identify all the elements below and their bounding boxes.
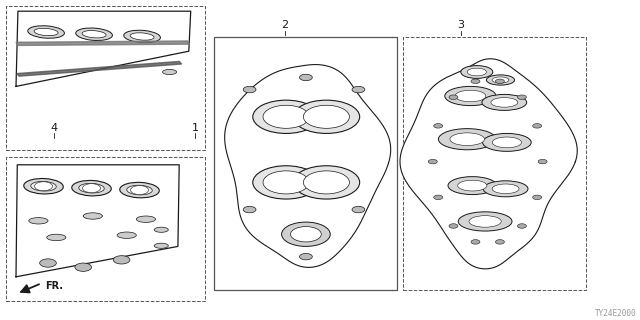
Ellipse shape [130,33,154,40]
Circle shape [291,227,321,242]
Circle shape [352,206,365,213]
Circle shape [303,105,349,128]
Circle shape [352,86,365,93]
Ellipse shape [461,66,493,78]
Ellipse shape [72,180,111,196]
Circle shape [538,159,547,164]
Ellipse shape [483,133,531,151]
Ellipse shape [483,181,528,197]
Circle shape [40,259,56,267]
Ellipse shape [120,182,159,198]
Circle shape [532,195,541,200]
Circle shape [428,159,437,164]
Ellipse shape [47,234,66,241]
Ellipse shape [24,179,63,194]
Ellipse shape [117,232,136,238]
Circle shape [517,95,526,100]
Circle shape [243,206,256,213]
Text: FR.: FR. [45,281,63,292]
Ellipse shape [136,216,156,222]
Ellipse shape [79,183,104,193]
Bar [6,157,205,301]
Circle shape [243,86,256,93]
Ellipse shape [438,129,496,150]
Text: 3: 3 [458,20,464,30]
Ellipse shape [482,94,527,110]
Circle shape [471,240,480,244]
Polygon shape [16,11,191,86]
Polygon shape [17,61,182,76]
Ellipse shape [82,31,106,38]
Circle shape [253,100,319,133]
Ellipse shape [448,177,497,195]
Circle shape [131,186,148,195]
Polygon shape [225,65,390,268]
Circle shape [303,171,349,194]
Circle shape [300,74,312,81]
Polygon shape [16,165,179,277]
Circle shape [449,224,458,228]
Circle shape [434,195,443,200]
Ellipse shape [492,184,519,194]
Ellipse shape [163,69,177,75]
Circle shape [300,253,312,260]
Polygon shape [16,41,189,45]
Ellipse shape [28,26,65,38]
Ellipse shape [491,98,518,107]
Ellipse shape [29,218,48,224]
Circle shape [293,100,360,133]
Ellipse shape [492,77,509,83]
Ellipse shape [83,213,102,219]
Circle shape [282,222,330,246]
Ellipse shape [127,185,152,195]
Text: 1: 1 [192,123,198,133]
Circle shape [263,105,309,128]
Ellipse shape [450,133,484,146]
Text: TY24E2000: TY24E2000 [595,309,637,318]
Circle shape [83,184,100,193]
Circle shape [434,124,443,128]
Circle shape [471,79,480,84]
Ellipse shape [154,227,168,232]
Text: 2: 2 [281,20,289,30]
Ellipse shape [31,181,56,191]
Circle shape [113,256,130,264]
Ellipse shape [34,28,58,36]
Ellipse shape [124,30,161,43]
Bar [214,37,397,290]
Circle shape [532,124,541,128]
Ellipse shape [467,68,486,76]
Ellipse shape [469,216,501,227]
Ellipse shape [486,75,515,85]
Circle shape [449,95,458,100]
Bar [403,37,586,290]
Circle shape [253,166,319,199]
Circle shape [263,171,309,194]
Ellipse shape [458,180,487,191]
Circle shape [495,79,504,84]
Ellipse shape [76,28,113,41]
Polygon shape [400,59,577,269]
Bar [6,6,205,150]
Circle shape [293,166,360,199]
Text: 4: 4 [51,123,58,133]
Ellipse shape [455,90,486,102]
Ellipse shape [492,137,522,148]
Circle shape [35,182,52,191]
Ellipse shape [445,86,496,106]
Circle shape [517,224,526,228]
Circle shape [75,263,92,271]
Ellipse shape [154,243,168,248]
Circle shape [495,240,504,244]
Ellipse shape [458,212,512,231]
